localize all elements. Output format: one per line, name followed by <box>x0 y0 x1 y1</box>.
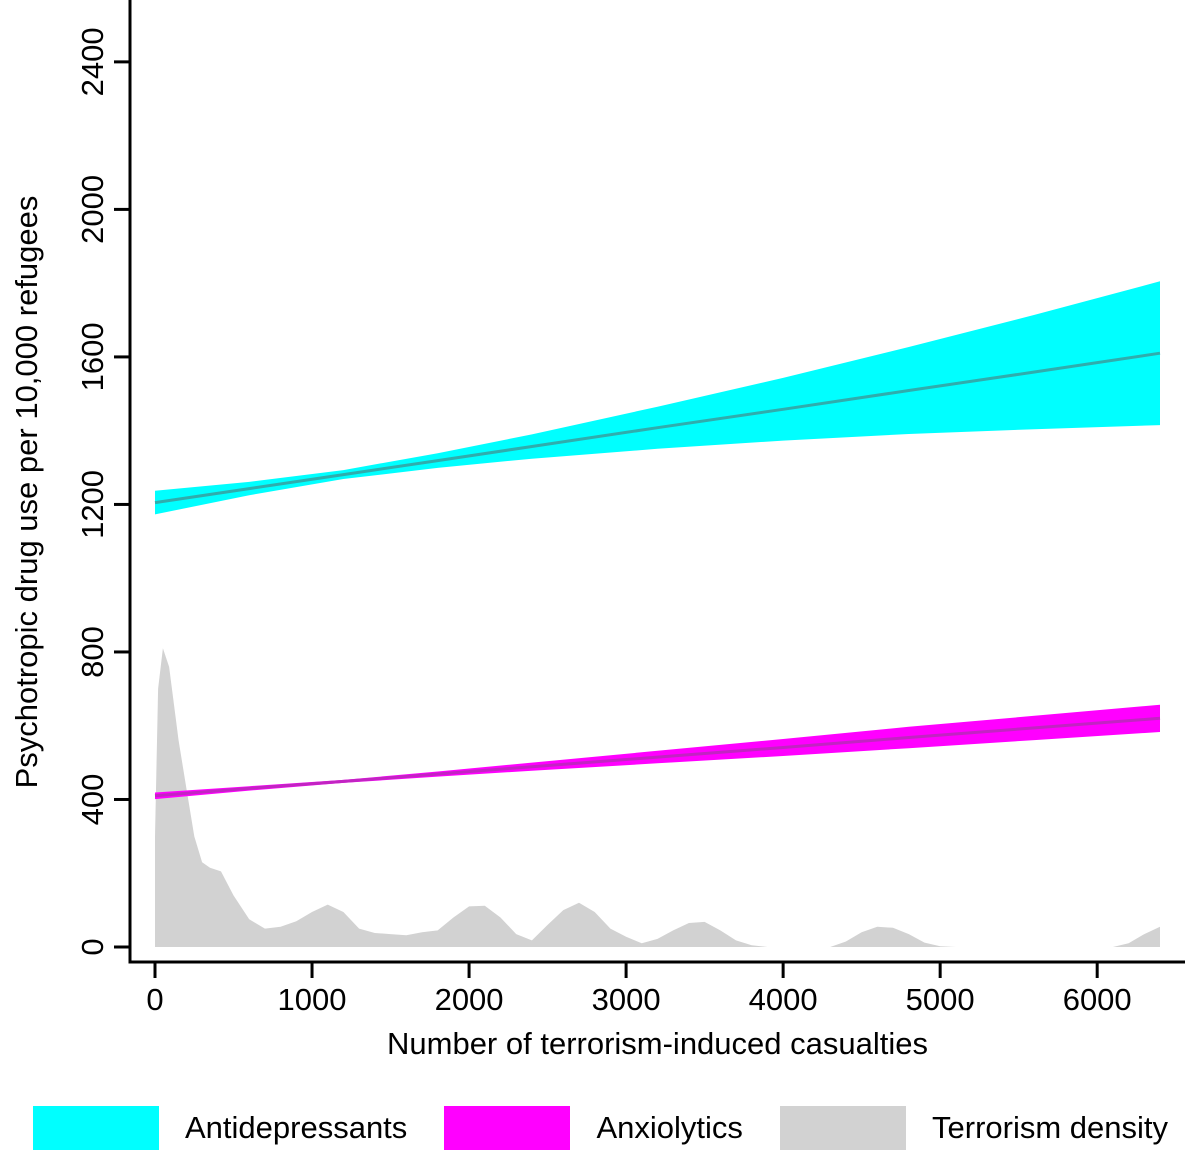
y-tick-label: 2400 <box>75 27 110 96</box>
y-tick-label: 400 <box>75 774 110 826</box>
ci-band <box>155 281 1160 515</box>
legend-label-terrorism-density: Terrorism density <box>932 1110 1168 1145</box>
y-tick-label: 800 <box>75 626 110 678</box>
legend-item-terrorism-density: Terrorism density <box>780 1106 1168 1150</box>
fit-line <box>154 351 1161 505</box>
density-area <box>155 648 1160 947</box>
legend-item-antidepressants: Antidepressants <box>33 1106 407 1150</box>
x-tick-label: 4000 <box>749 982 818 1017</box>
chart-canvas: 0 1000 2000 3000 4000 5000 6000 0 400 800 1200 1600… <box>75 0 1185 1017</box>
y-axis-title: Psychotropic drug use per 10,000 refugee… <box>9 195 44 789</box>
y-tick-label: 0 <box>75 938 110 955</box>
x-axis-title: Number of terrorism-induced casualties <box>387 1026 928 1061</box>
legend-swatch-terrorism-density <box>780 1106 906 1150</box>
x-tick-label: 0 <box>146 982 163 1017</box>
x-tick-label: 6000 <box>1063 982 1132 1017</box>
legend-swatch-antidepressants <box>33 1106 159 1150</box>
x-tick-label: 3000 <box>592 982 661 1017</box>
x-tick-label: 2000 <box>435 982 504 1017</box>
legend-swatch-anxiolytics <box>444 1106 571 1150</box>
legend-label-anxiolytics: Anxiolytics <box>596 1110 743 1145</box>
y-tick-label: 1200 <box>75 470 110 539</box>
legend: Antidepressants Anxiolytics Terrorism de… <box>0 1106 1201 1150</box>
fit-line <box>154 716 1161 798</box>
y-tick-label: 1600 <box>75 322 110 391</box>
legend-item-anxiolytics: Anxiolytics <box>444 1106 743 1150</box>
x-tick-label: 5000 <box>906 982 975 1017</box>
y-tick-label: 2000 <box>75 175 110 244</box>
legend-label-antidepressants: Antidepressants <box>185 1110 408 1145</box>
x-tick-label: 1000 <box>278 982 347 1017</box>
